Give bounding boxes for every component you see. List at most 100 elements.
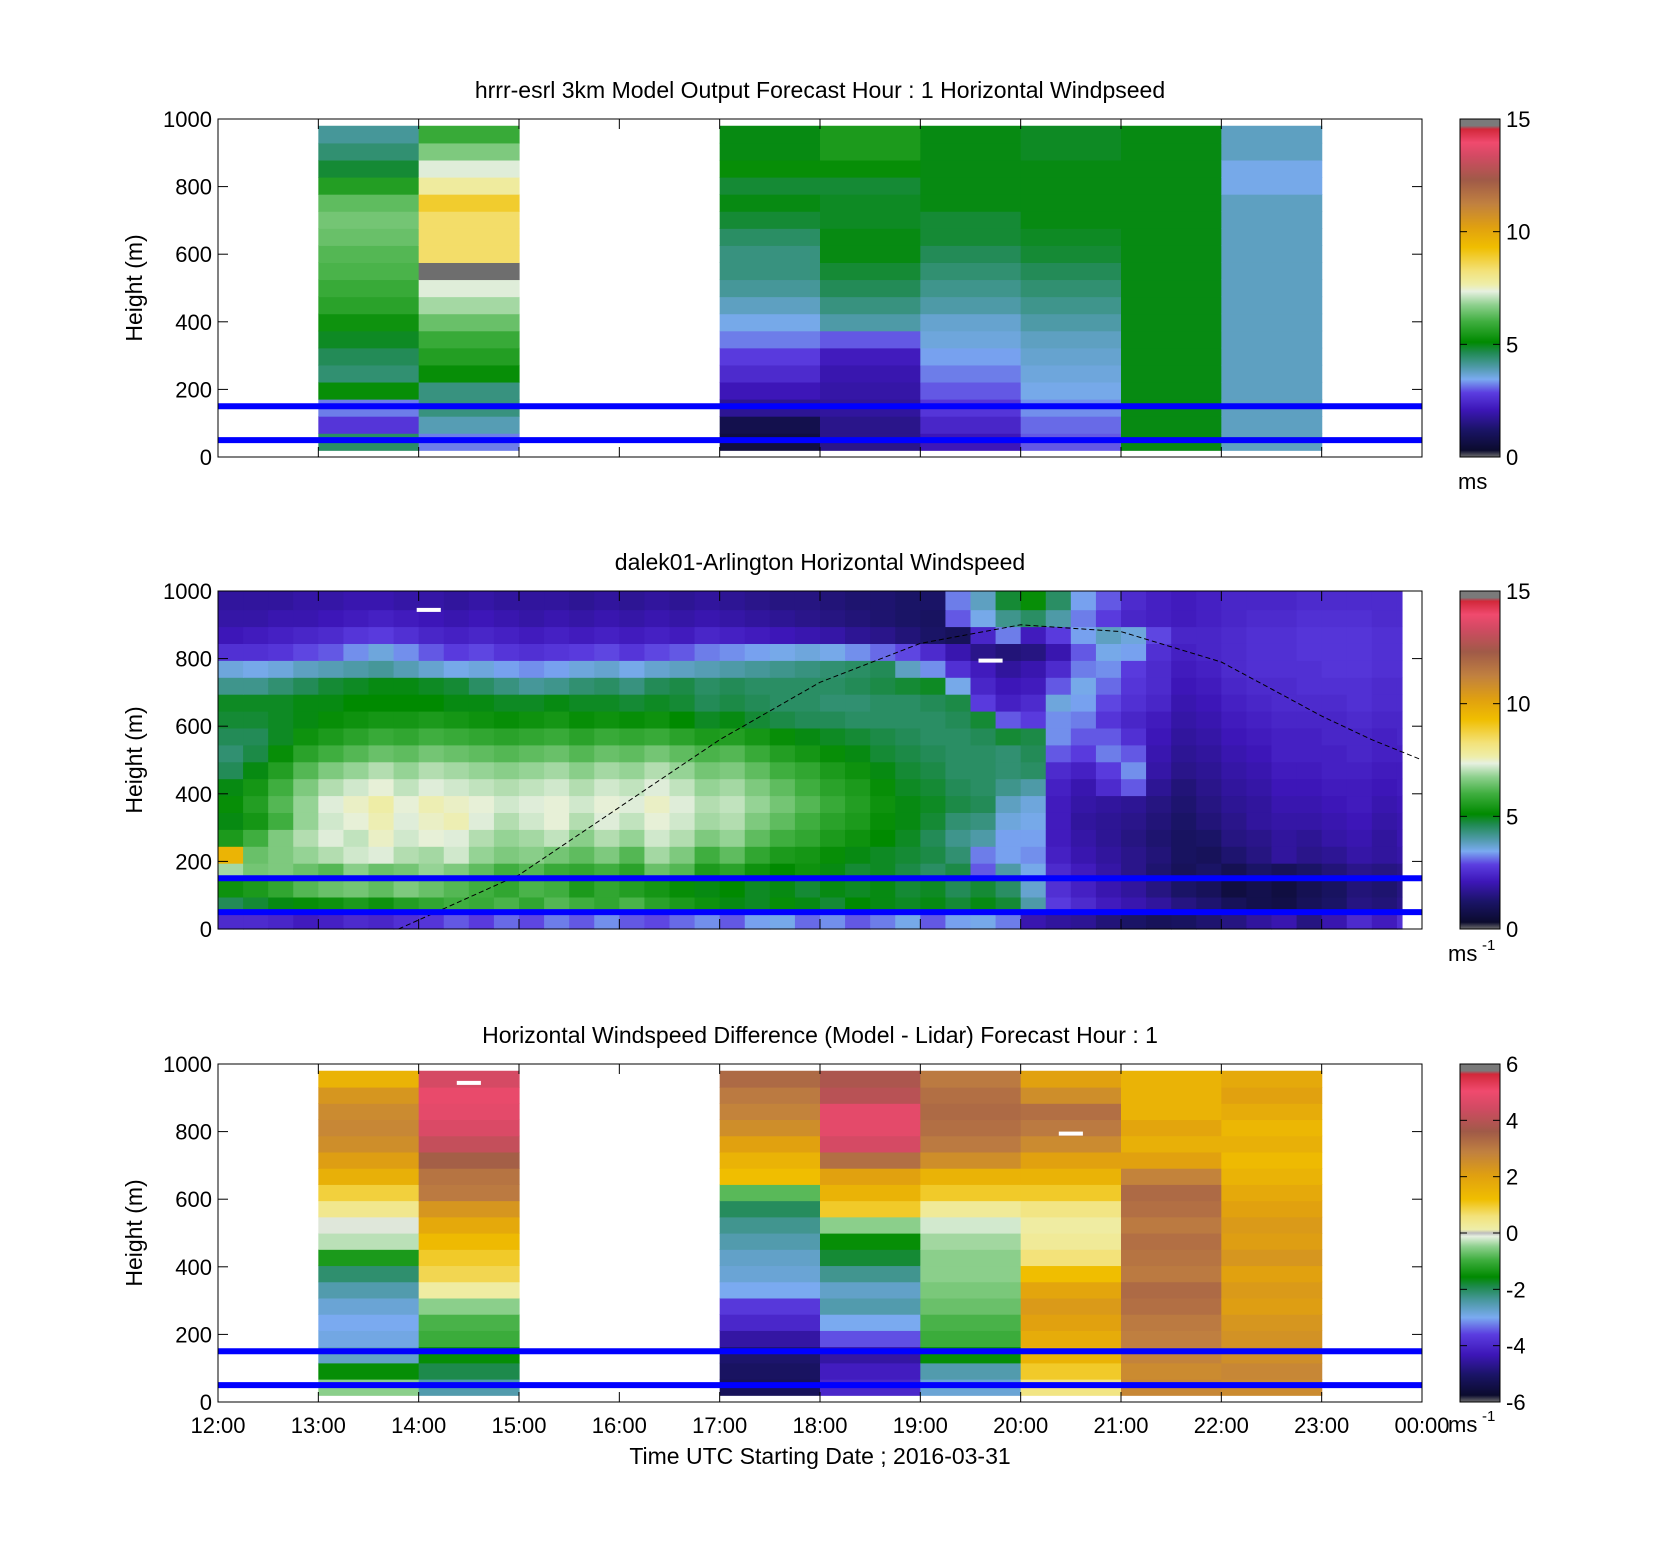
heatmap-cell [268,710,294,729]
heatmap-cell [418,1168,520,1185]
x-tick-label: 18:00 [792,1413,847,1438]
heatmap-cell [794,778,821,797]
heatmap-cell [669,677,696,695]
colorbar-tick-label: -2 [1506,1277,1526,1302]
heatmap-cell [418,778,445,797]
heatmap-cell [418,296,520,315]
heatmap-cell [368,727,395,746]
heatmap-cell [1321,846,1348,864]
heatmap-cell [318,1103,420,1121]
heatmap-cell [393,761,420,780]
heatmap-cell [970,879,997,898]
heatmap-cell [1020,1330,1122,1348]
heatmap-cell [569,829,595,847]
heatmap-cell [1221,364,1323,383]
heatmap-cell [820,1070,921,1088]
heatmap-cell [820,1233,921,1250]
heatmap-cell [769,660,796,678]
heatmap-cell [544,660,570,678]
heatmap-cell [970,660,997,678]
heatmap-cell [343,913,370,930]
y-tick-label: 600 [175,714,212,739]
heatmap-cell [1020,1265,1122,1283]
heatmap-cell [1321,727,1348,746]
heatmap-cell [293,609,319,628]
heatmap-cell [594,694,620,712]
heatmap-cell [519,744,545,763]
chart-title: hrrr-esrl 3km Model Output Forecast Hour… [475,77,1165,103]
heatmap-cell [895,710,921,729]
heatmap-cell [243,744,269,763]
heatmap-cell [293,694,319,712]
heatmap-cell [1246,812,1273,830]
y-tick-label: 0 [200,1390,212,1415]
heatmap-cell [970,677,997,695]
heatmap-cell [1246,846,1273,864]
y-tick-label: 800 [175,1120,212,1145]
heatmap-cell [343,778,370,797]
heatmap-cell [1396,879,1403,898]
heatmap-cell [1095,913,1122,930]
heatmap-cell [418,1184,520,1202]
y-axis-label: Height (m) [121,706,147,813]
heatmap-cell [1221,727,1248,746]
heatmap-cell [218,913,244,930]
heatmap-cell [744,677,771,695]
heatmap-cell [243,913,269,930]
heatmap-cell [1271,795,1298,813]
heatmap-cell [1121,1216,1222,1234]
heatmap-cell [243,677,269,695]
heatmap-cell [920,313,1022,332]
heatmap-cell [1121,381,1222,400]
heatmap-cell [343,879,370,898]
heatmap-cell [293,879,319,898]
heatmap-cell [920,1330,1022,1348]
heatmap-cell [368,591,395,611]
heatmap-cell [920,829,947,847]
heatmap-cell [945,591,972,611]
heatmap-cell [393,591,420,611]
heatmap-cell [1020,660,1047,678]
heatmap-cell [1171,829,1197,847]
heatmap-cell [1020,694,1047,712]
heatmap-cell [218,744,244,763]
heatmap-cell [719,159,821,178]
heatmap-cell [920,1362,1022,1380]
heatmap-cell [1121,829,1147,847]
heatmap-cell [1346,643,1373,661]
heatmap-cell [393,660,420,678]
heatmap-cell [1221,262,1323,281]
heatmap-cell [418,812,445,830]
x-tick-label: 15:00 [491,1413,546,1438]
heatmap-cell [368,913,395,930]
heatmap-cell [1095,660,1122,678]
heatmap-cell [1246,626,1273,644]
heatmap-cell [569,677,595,695]
heatmap-cell [318,211,420,229]
heatmap-cell [1371,795,1398,813]
heatmap-cell [468,591,495,611]
missing-data-mark [1058,1131,1083,1136]
heatmap-cell [1371,591,1398,611]
heatmap-cell [1020,727,1047,746]
heatmap-cell [1171,778,1197,797]
heatmap-cell [820,710,846,729]
heatmap-cell [218,812,244,830]
heatmap-cell [393,829,420,847]
heatmap-cell [1321,710,1348,729]
heatmap-cell [1221,279,1323,298]
panel-lidar: 0 200 400 600 800 1000 dalek01-Arlington Horiz… [121,549,1530,966]
heatmap-cell [393,710,420,729]
heatmap-cell [970,846,997,864]
heatmap-cell [820,1168,921,1185]
heatmap-cell [1321,913,1348,930]
heatmap-cell [443,710,470,729]
heatmap-cell [719,591,746,611]
heatmap-cell [920,1151,1022,1169]
heatmap-cell [820,1151,921,1169]
heatmap-cell [920,710,947,729]
y-tick-label: 1000 [163,579,212,604]
x-tick-label: 12:00 [190,1413,245,1438]
heatmap-cell [845,626,871,644]
heatmap-cell [920,330,1022,349]
